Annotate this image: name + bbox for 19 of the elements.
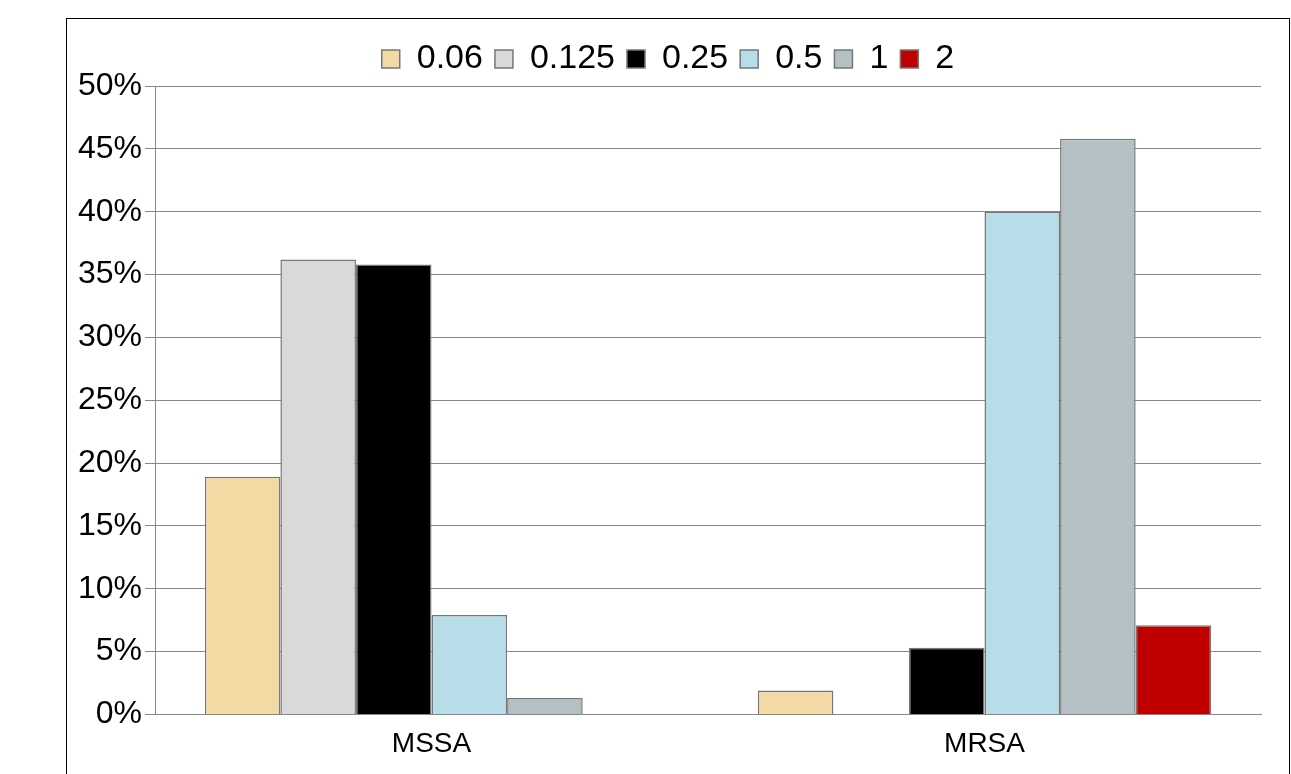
y-tick-label: 25% [78, 380, 143, 417]
y-tick-label: 50% [78, 65, 143, 102]
legend-label: 0.5 [775, 37, 823, 76]
legend-label: 1 [869, 37, 889, 76]
y-tick-label: 45% [78, 128, 143, 165]
legend-label: 0.25 [662, 37, 729, 76]
y-tick-label: 5% [95, 631, 143, 668]
y-tick-label: 10% [78, 568, 143, 605]
y-tick-label: 0% [95, 694, 143, 731]
y-tick-label: 40% [78, 191, 143, 228]
legend-label: 0.06 [416, 37, 483, 76]
y-tick-label: 20% [78, 442, 143, 479]
x-tick-label: MRSA [944, 726, 1026, 758]
x-tick-label: MSSA [391, 726, 472, 758]
y-tick-label: 15% [78, 505, 143, 542]
legend-label: 0.125 [529, 37, 616, 76]
legend-label: 2 [935, 37, 955, 76]
y-tick-label: 30% [78, 317, 143, 354]
y-tick-label: 35% [78, 254, 143, 291]
